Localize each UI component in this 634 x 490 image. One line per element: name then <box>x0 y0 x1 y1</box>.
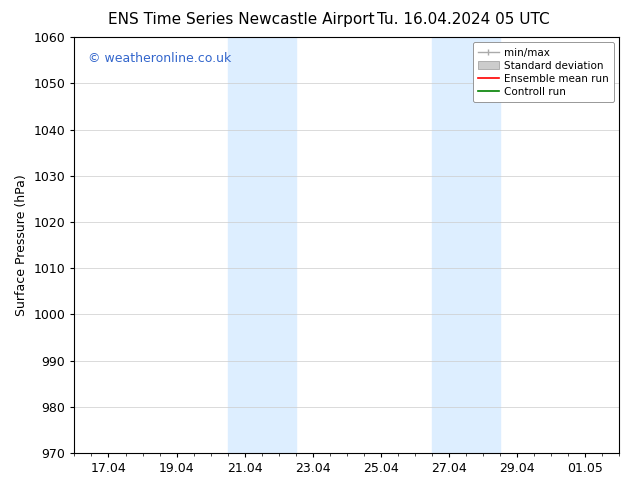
Bar <box>432 37 500 453</box>
Bar <box>228 37 295 453</box>
Legend: min/max, Standard deviation, Ensemble mean run, Controll run: min/max, Standard deviation, Ensemble me… <box>472 42 614 102</box>
Text: © weatheronline.co.uk: © weatheronline.co.uk <box>88 52 231 65</box>
Y-axis label: Surface Pressure (hPa): Surface Pressure (hPa) <box>15 174 28 316</box>
Text: Tu. 16.04.2024 05 UTC: Tu. 16.04.2024 05 UTC <box>377 12 549 27</box>
Text: ENS Time Series Newcastle Airport: ENS Time Series Newcastle Airport <box>108 12 374 27</box>
